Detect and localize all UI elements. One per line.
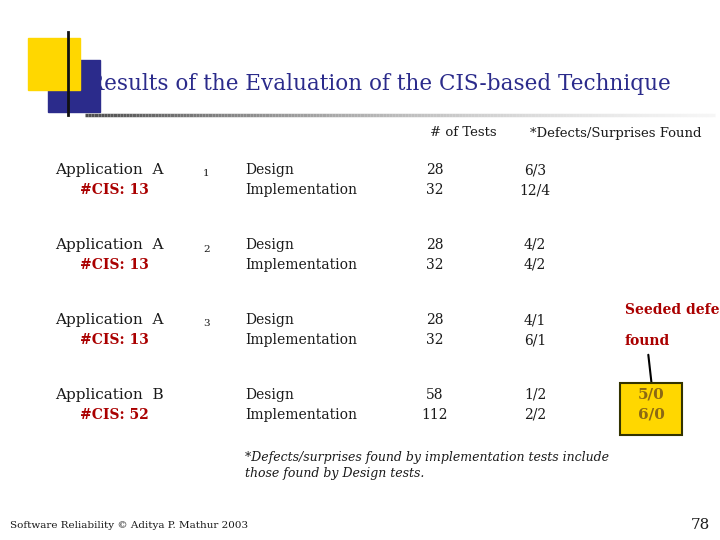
Text: 12/4: 12/4 xyxy=(519,183,551,197)
Text: Implementation: Implementation xyxy=(245,408,357,422)
Text: those found by Design tests.: those found by Design tests. xyxy=(245,468,424,481)
Text: 3: 3 xyxy=(203,320,210,328)
Text: #CIS: 13: #CIS: 13 xyxy=(80,258,149,272)
Text: *Defects/surprises found by implementation tests include: *Defects/surprises found by implementati… xyxy=(245,451,609,464)
Text: 5/0: 5/0 xyxy=(638,388,665,402)
Bar xyxy=(28,38,80,90)
Text: # of Tests: # of Tests xyxy=(430,126,497,139)
Text: 6/3: 6/3 xyxy=(524,163,546,177)
Text: 4/1: 4/1 xyxy=(524,313,546,327)
Text: 78: 78 xyxy=(690,518,710,532)
Text: 32: 32 xyxy=(426,333,444,347)
Text: 28: 28 xyxy=(426,313,444,327)
Text: 58: 58 xyxy=(426,388,444,402)
Text: Application  A: Application A xyxy=(55,238,163,252)
Text: Software Reliability © Aditya P. Mathur 2003: Software Reliability © Aditya P. Mathur … xyxy=(10,521,248,530)
Text: Implementation: Implementation xyxy=(245,258,357,272)
Text: Design: Design xyxy=(245,313,294,327)
Text: Seeded defects: Seeded defects xyxy=(625,303,720,317)
Text: 28: 28 xyxy=(426,163,444,177)
Text: Implementation: Implementation xyxy=(245,333,357,347)
Text: 1: 1 xyxy=(203,170,210,179)
Text: #CIS: 52: #CIS: 52 xyxy=(80,408,149,422)
Text: Application  A: Application A xyxy=(55,163,163,177)
Bar xyxy=(48,60,100,112)
Text: Implementation: Implementation xyxy=(245,183,357,197)
Text: Design: Design xyxy=(245,163,294,177)
Text: 6/0: 6/0 xyxy=(638,408,665,422)
Text: 6/1: 6/1 xyxy=(524,333,546,347)
Text: 1/2: 1/2 xyxy=(524,388,546,402)
Text: found: found xyxy=(625,334,670,348)
Text: 32: 32 xyxy=(426,258,444,272)
Bar xyxy=(620,383,682,435)
Text: 4/2: 4/2 xyxy=(524,238,546,252)
Text: Design: Design xyxy=(245,388,294,402)
Text: Application  A: Application A xyxy=(55,313,163,327)
Text: 2: 2 xyxy=(203,245,210,253)
Text: 4/2: 4/2 xyxy=(524,258,546,272)
Text: Design: Design xyxy=(245,238,294,252)
Text: 32: 32 xyxy=(426,183,444,197)
Text: *Defects/Surprises Found: *Defects/Surprises Found xyxy=(530,126,701,139)
Text: 2/2: 2/2 xyxy=(524,408,546,422)
Text: 28: 28 xyxy=(426,238,444,252)
Text: #CIS: 13: #CIS: 13 xyxy=(80,333,149,347)
Text: Results of the Evaluation of the CIS-based Technique: Results of the Evaluation of the CIS-bas… xyxy=(88,73,671,95)
Text: 112: 112 xyxy=(422,408,449,422)
Text: Application  B: Application B xyxy=(55,388,163,402)
Text: #CIS: 13: #CIS: 13 xyxy=(80,183,149,197)
